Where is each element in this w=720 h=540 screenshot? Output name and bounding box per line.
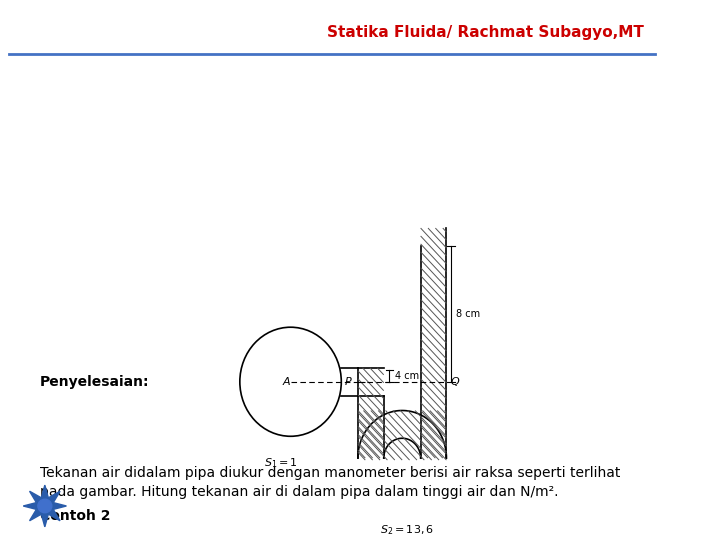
Text: P: P — [345, 377, 351, 387]
Text: 4 cm: 4 cm — [395, 371, 419, 381]
Text: $S_2 = 13,6$: $S_2 = 13,6$ — [379, 524, 434, 537]
Text: A: A — [282, 377, 289, 387]
Text: Tekanan air didalam pipa diukur dengan manometer berisi air raksa seperti terlih: Tekanan air didalam pipa diukur dengan m… — [40, 466, 620, 500]
Text: 8 cm: 8 cm — [456, 309, 480, 319]
Text: Statika Fluida/ Rachmat Subagyo,MT: Statika Fluida/ Rachmat Subagyo,MT — [328, 25, 644, 39]
Text: Q: Q — [450, 377, 459, 387]
Text: Penyelesaian:: Penyelesaian: — [40, 375, 149, 389]
Text: $S_1 = 1$: $S_1 = 1$ — [264, 456, 298, 470]
Text: Contoh 2: Contoh 2 — [40, 509, 110, 523]
